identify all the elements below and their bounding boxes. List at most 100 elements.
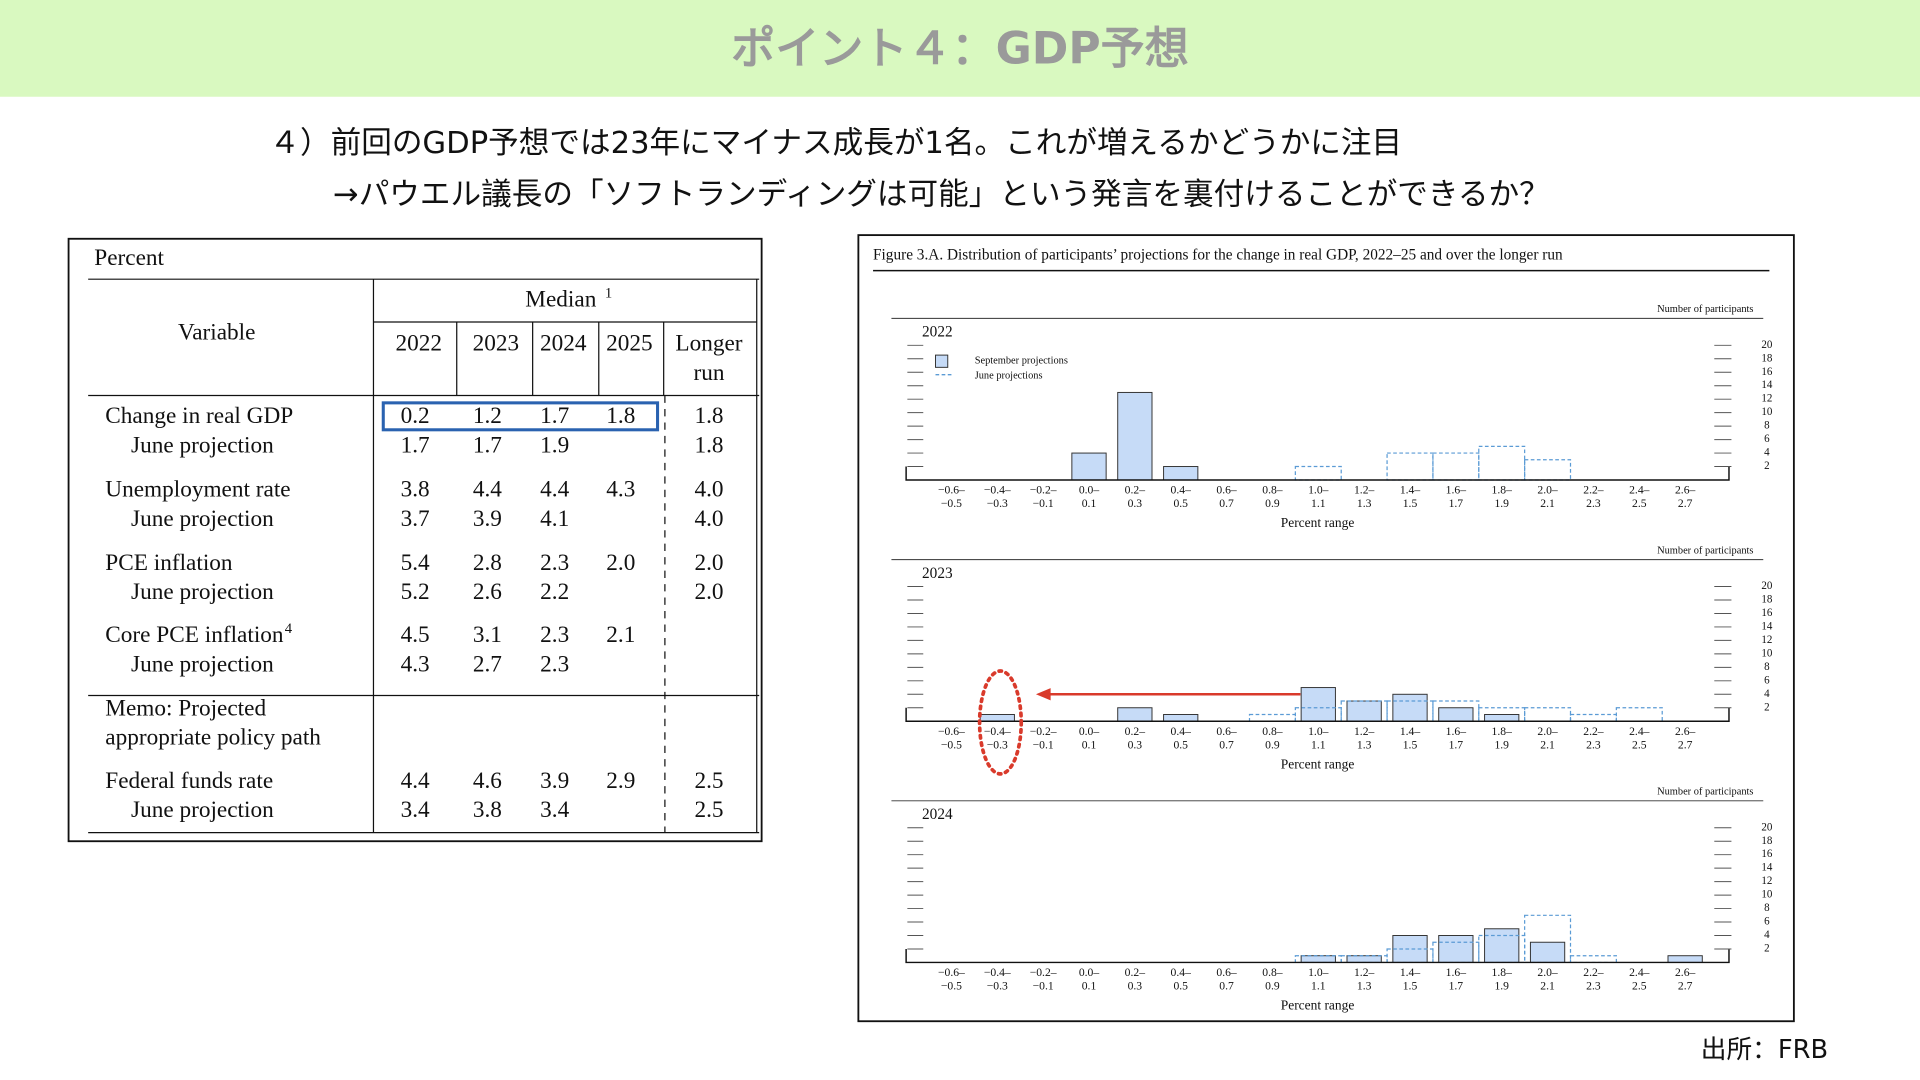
cell: 2.8 [473,550,502,576]
x-tick-label: −0.2– [1030,484,1057,497]
bar [1163,714,1199,722]
y-tick-label: 20 [1761,339,1773,351]
y-tick-label: 2 [1764,943,1770,955]
x-tick-label: −0.4– [984,966,1011,979]
table-border [67,237,763,843]
header-band [0,0,1920,97]
cell: 3.8 [401,476,430,502]
x-tick-label: 0.7 [1219,738,1234,751]
column-header: Longer [675,331,742,357]
cell: 5.2 [401,579,430,605]
y-tick-label: 10 [1761,647,1773,659]
cell: 4.4 [401,768,430,794]
bar [1392,693,1428,722]
x-tick-label: 2.5 [1632,497,1647,510]
x-tick-label: 1.0– [1308,484,1329,497]
cell: 1.8 [606,403,635,429]
y-tick-label: 8 [1764,420,1770,432]
x-tick-label: 0.0– [1079,725,1100,738]
x-tick-label: 1.9 [1494,738,1509,751]
axis-title: Number of participants [1657,787,1753,798]
arrow-head [1035,688,1051,701]
cell: 1.9 [540,432,569,458]
column-header: Median [525,287,596,313]
row-label: Federal funds rate [105,768,273,794]
x-tick-label: 1.1 [1311,738,1326,751]
footnote-mark: 4 [285,621,293,637]
axis-title: Percent range [1281,756,1355,771]
y-tick-label: 6 [1764,433,1770,445]
x-tick-label: 0.1 [1082,497,1097,510]
x-tick-label: 1.6– [1446,725,1467,738]
x-tick-label: 2.0– [1537,966,1558,979]
cell: 3.9 [540,768,569,794]
x-tick-label: 1.4– [1400,966,1421,979]
y-tick-label: 16 [1761,366,1773,378]
june-outline [1478,934,1526,964]
x-tick-label: 0.6– [1216,966,1237,979]
x-tick-label: −0.1 [1033,497,1054,510]
bar [1300,955,1336,963]
x-tick-label: 0.7 [1219,980,1234,993]
x-tick-label: −0.3 [987,497,1008,510]
x-tick-label: 1.5 [1403,497,1418,510]
x-tick-label: 2.0– [1537,725,1558,738]
row-label: Memo: Projected [105,696,266,722]
cell: 2.5 [694,768,723,794]
x-tick-label: 2.1 [1540,738,1555,751]
bar [1438,707,1474,722]
x-tick-label: 1.7 [1449,738,1464,751]
x-tick-label: 0.1 [1082,738,1097,751]
footnote-mark: 1 [605,285,612,301]
y-tick-label: 10 [1761,889,1773,901]
highlight-box [381,401,660,432]
y-tick-label: 4 [1764,688,1770,700]
x-tick-label: 2.7 [1678,497,1693,510]
y-tick-label: 20 [1761,580,1773,592]
row-label: PCE inflation [105,550,233,576]
x-tick-label: 0.2– [1125,725,1146,738]
x-tick-label: 1.9 [1494,980,1509,993]
x-tick-label: 2.6– [1675,966,1696,979]
cell: 4.3 [401,651,430,677]
x-tick-label: 2.1 [1540,980,1555,993]
y-tick-label: 12 [1761,634,1772,646]
y-tick-label: 8 [1764,661,1770,673]
x-tick-label: 0.1 [1082,980,1097,993]
cell: 4.3 [606,476,635,502]
x-tick-label: 2.2– [1583,725,1604,738]
column-header: 2024 [540,331,587,357]
x-tick-label: 0.3 [1128,497,1143,510]
legend-label: June projections [975,370,1043,381]
axis-title: Number of participants [1657,545,1753,556]
x-tick-label: 0.5 [1173,980,1188,993]
y-tick-label: 18 [1761,835,1773,847]
x-tick-label: 0.3 [1128,980,1143,993]
cell: 2.0 [606,550,635,576]
cell: 4.5 [401,622,430,648]
cell: 2.3 [540,651,569,677]
row-label: June projection [131,651,274,677]
cell: 2.0 [694,579,723,605]
x-tick-label: 1.6– [1446,966,1467,979]
y-tick-label: 12 [1761,393,1772,405]
cell: 2.2 [540,579,569,605]
x-tick-label: −0.2– [1030,725,1057,738]
x-tick-label: 0.9 [1265,738,1280,751]
bar [1117,391,1153,481]
x-tick-label: 2.2– [1583,966,1604,979]
june-outline [1432,452,1480,481]
cell: 1.7 [473,432,502,458]
x-tick-label: −0.3 [987,738,1008,751]
x-tick-label: 1.0– [1308,966,1329,979]
x-tick-label: −0.6– [938,725,965,738]
x-tick-label: 0.8– [1262,966,1283,979]
x-tick-label: 2.7 [1678,738,1693,751]
x-tick-label: −0.6– [938,484,965,497]
legend-swatch [935,354,949,368]
y-tick-label: 4 [1764,447,1770,459]
x-tick-label: 2.2– [1583,484,1604,497]
row-label: Unemployment rate [105,476,290,502]
x-tick-label: 1.2– [1354,725,1375,738]
cell: 2.5 [694,797,723,823]
